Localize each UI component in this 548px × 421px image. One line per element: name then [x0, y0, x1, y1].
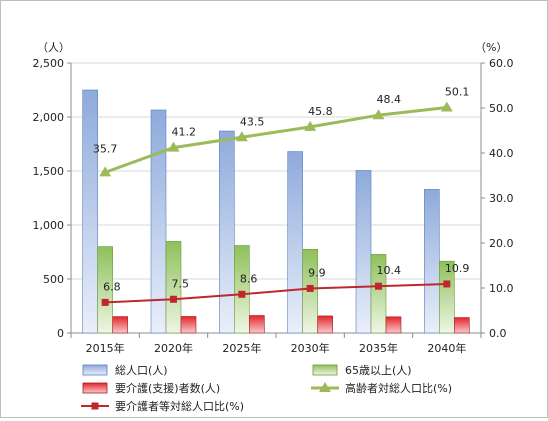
right-axis-tick-label: 0.0 [489, 327, 507, 340]
right-axis-tick-label: 20.0 [489, 237, 514, 250]
x-axis-label: 2025年 [222, 341, 261, 355]
care-ratio-line [105, 282, 447, 304]
bar-age-65-plus-2 [234, 245, 250, 334]
bar-total-population-2 [219, 130, 235, 334]
legend-label: 65歳以上(人) [345, 364, 412, 377]
bar-total-population-3 [287, 151, 303, 334]
x-axis-label: 2040年 [427, 341, 466, 355]
bar-care-recipients-4 [385, 316, 402, 334]
care-ratio-marker-2 [238, 290, 246, 298]
legend-label: 高齢者対総人口比(%) [345, 381, 452, 395]
elderly-ratio-label-3: 45.8 [308, 105, 333, 118]
care-ratio-marker-5 [443, 280, 451, 288]
elderly-ratio-label-4: 48.4 [377, 93, 402, 106]
right-axis-unit: （%） [475, 41, 507, 54]
legend-age-65-plus: 65歳以上(人) [312, 364, 412, 377]
x-axis-label: 2030年 [291, 341, 330, 355]
bar-care-recipients-2 [249, 315, 265, 334]
elderly-ratio-label-5: 50.1 [445, 86, 470, 99]
elderly-ratio-marker-3 [304, 120, 317, 131]
right-axis-tick-label: 50.0 [489, 102, 514, 115]
legend-swatch [82, 382, 108, 394]
left-axis-tick-label: 0 [57, 327, 64, 340]
care-ratio-label-2: 8.6 [240, 272, 257, 285]
legend-care-recipients: 要介護(支援)者数(人) [82, 381, 220, 395]
legend-swatch [82, 364, 108, 376]
right-axis-tick-label: 10.0 [489, 282, 514, 295]
elderly-ratio-line [104, 106, 448, 174]
bar-care-recipients-1 [180, 316, 197, 334]
elderly-ratio-marker-1 [167, 141, 180, 152]
elderly-ratio-marker-0 [99, 166, 112, 177]
left-axis-unit: （人） [37, 41, 70, 54]
bar-total-population-1 [150, 109, 167, 334]
elderly-ratio-marker-2 [235, 131, 248, 142]
care-ratio-label-5: 10.9 [445, 262, 470, 275]
legend-swatch [312, 364, 338, 376]
legend-label: 要介護者等対総人口比(%) [115, 399, 244, 413]
bar-age-65-plus-0 [97, 246, 113, 334]
left-axis-tick-label: 2,000 [33, 111, 65, 124]
bar-age-65-plus-1 [165, 241, 182, 334]
bar-total-population-0 [82, 89, 98, 334]
bar-care-recipients-0 [112, 316, 128, 334]
left-axis-tick-label: 500 [43, 273, 64, 286]
legend-label: 総人口(人) [115, 363, 168, 377]
legend-care-ratio: 要介護者等対総人口比(%) [81, 399, 244, 413]
bar-care-recipients-5 [454, 317, 470, 334]
care-ratio-label-3: 9.9 [308, 266, 326, 279]
right-axis-tick-label: 40.0 [489, 147, 514, 160]
x-axis-label: 2035年 [359, 341, 398, 355]
right-axis-tick-label: 30.0 [489, 192, 514, 205]
bar-total-population-5 [424, 189, 440, 334]
care-ratio-marker-1 [170, 295, 177, 303]
bar-age-65-plus-4 [370, 254, 387, 334]
left-axis-tick-label: 1,500 [33, 165, 65, 178]
care-ratio-marker-0 [101, 298, 109, 306]
care-ratio-label-1: 7.5 [172, 277, 190, 290]
bar-age-65-plus-5 [439, 260, 455, 334]
x-axis-label: 2015年 [86, 341, 125, 355]
elderly-ratio-label-1: 41.2 [172, 126, 197, 139]
care-ratio-marker-3 [306, 284, 314, 292]
left-axis-tick-label: 2,500 [33, 57, 65, 70]
left-axis-tick-label: 1,000 [33, 219, 65, 232]
bar-total-population-4 [355, 170, 372, 334]
elderly-ratio-marker-4 [372, 109, 385, 120]
legend-marker [91, 402, 99, 410]
x-axis-label: 2020年 [154, 341, 193, 355]
elderly-ratio-label-2: 43.5 [240, 115, 264, 128]
legend-total-population: 総人口(人) [82, 363, 168, 377]
legend-elderly-ratio: 高齢者対総人口比(%) [311, 381, 452, 395]
legend-label: 要介護(支援)者数(人) [115, 381, 220, 395]
care-ratio-label-0: 6.8 [103, 280, 121, 293]
legend-marker [319, 382, 331, 392]
elderly-ratio-marker-5 [440, 101, 453, 112]
care-ratio-marker-4 [375, 282, 382, 290]
right-axis-tick-label: 60.0 [489, 57, 514, 70]
bar-care-recipients-3 [317, 315, 333, 334]
elderly-ratio-label-0: 35.7 [93, 142, 118, 155]
care-ratio-label-4: 10.4 [377, 264, 402, 277]
